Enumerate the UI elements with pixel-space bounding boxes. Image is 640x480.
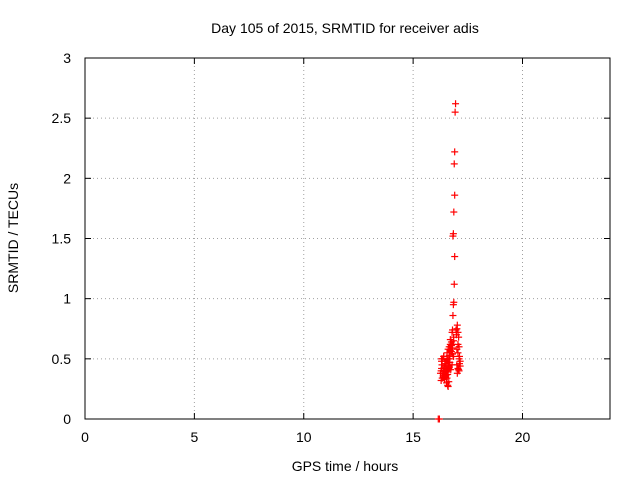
data-point [454, 349, 462, 357]
x-axis-label: GPS time / hours [292, 458, 399, 474]
data-point [452, 100, 460, 108]
data-point [455, 366, 463, 374]
x-tick-labels: 0 5 10 15 20 [81, 429, 530, 445]
y-tick-label: 0.5 [52, 351, 72, 367]
data-point [450, 352, 458, 360]
data-point [449, 230, 457, 238]
y-tick-label: 3 [63, 50, 71, 66]
data-point [456, 352, 463, 360]
data-point [454, 340, 462, 348]
data-point [450, 208, 458, 216]
y-tick-label: 2.5 [52, 110, 72, 126]
data-point [444, 383, 452, 391]
x-tick-label: 20 [515, 429, 531, 445]
data-point [444, 364, 452, 372]
data-point [451, 148, 459, 156]
chart-title: Day 105 of 2015, SRMTID for receiver adi… [211, 20, 479, 36]
plot-frame [84, 57, 611, 420]
y-tick-label: 0 [63, 411, 71, 427]
x-tick-label: 10 [296, 429, 312, 445]
axis-ticks [84, 57, 610, 420]
data-point [449, 312, 457, 320]
y-tick-label: 1.5 [52, 231, 72, 247]
y-axis-label: SRMTID / TECUs [5, 183, 21, 293]
data-point [444, 355, 452, 363]
data-point [445, 378, 453, 386]
data-point [453, 369, 461, 377]
data-point [440, 352, 448, 360]
data-point [450, 280, 458, 288]
data-point [450, 337, 458, 345]
data-point [446, 346, 454, 354]
y-tick-label: 1 [63, 291, 71, 307]
data-point [445, 351, 453, 359]
y-tick-labels: 0 0.5 1 1.5 2 2.5 3 [52, 50, 72, 427]
data-point [450, 298, 458, 306]
data-point [435, 415, 443, 423]
x-tick-label: 5 [190, 429, 198, 445]
data-point [451, 191, 459, 199]
data-points [434, 100, 464, 423]
data-point [456, 360, 463, 368]
x-tick-label: 15 [405, 429, 421, 445]
data-point [453, 321, 461, 329]
grid [85, 58, 610, 419]
data-point [442, 372, 450, 380]
data-point [453, 345, 461, 353]
data-point [455, 333, 463, 341]
data-point [450, 160, 458, 168]
y-tick-label: 2 [63, 170, 71, 186]
data-point [451, 108, 459, 116]
data-point [454, 328, 462, 336]
x-tick-label: 0 [81, 429, 89, 445]
data-point [451, 253, 459, 261]
